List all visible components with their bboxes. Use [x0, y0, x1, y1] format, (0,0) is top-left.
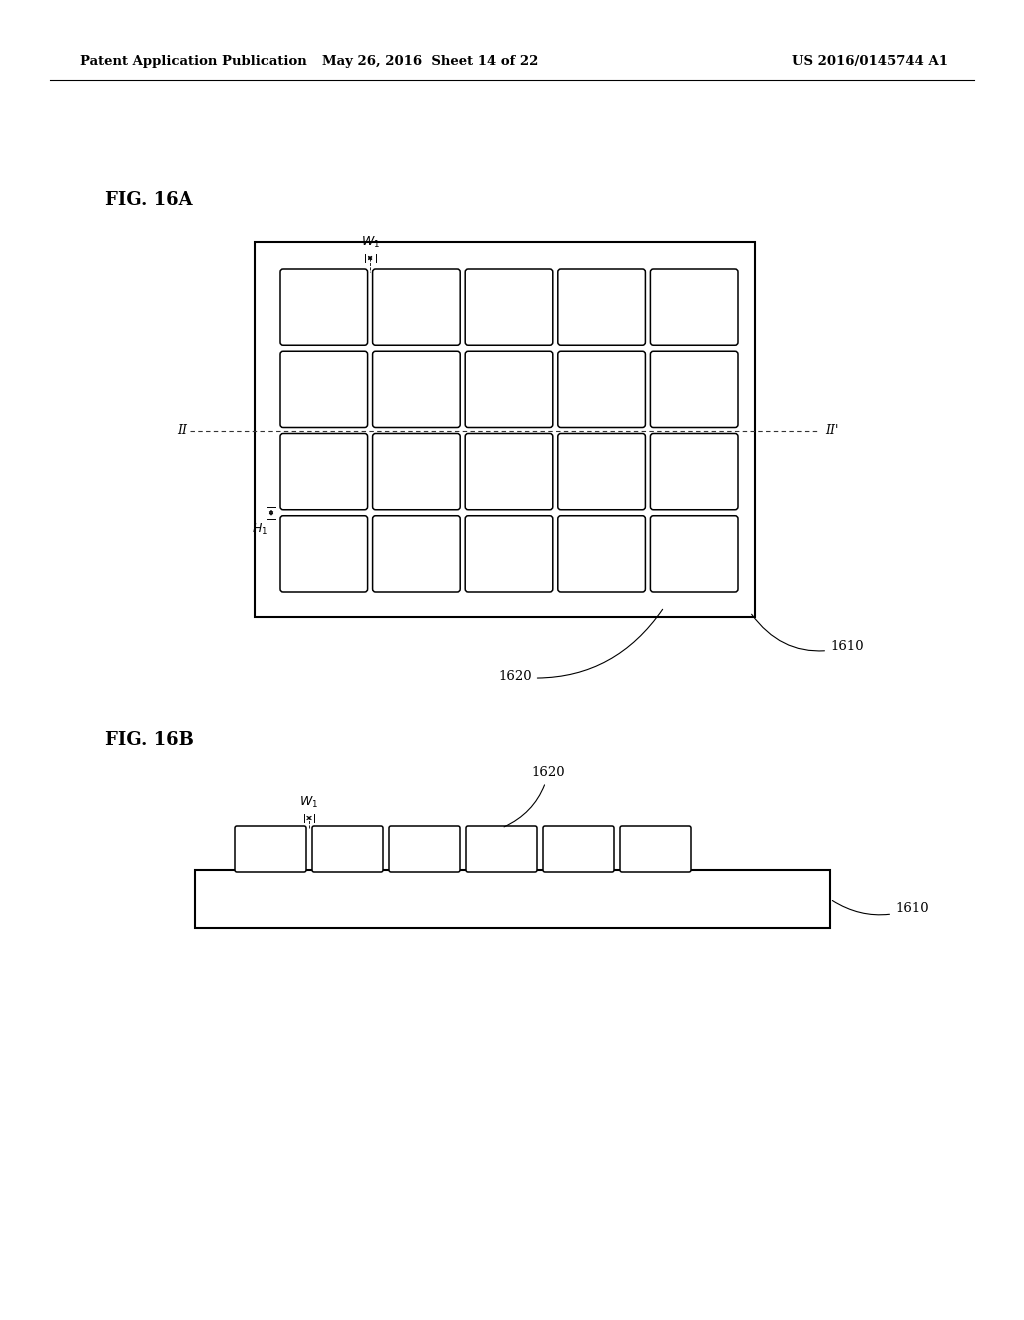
Text: II: II	[177, 424, 187, 437]
FancyBboxPatch shape	[558, 269, 645, 346]
FancyBboxPatch shape	[558, 516, 645, 591]
FancyBboxPatch shape	[620, 826, 691, 873]
Bar	[195, 870, 830, 928]
FancyBboxPatch shape	[280, 433, 368, 510]
FancyBboxPatch shape	[373, 433, 460, 510]
FancyBboxPatch shape	[543, 826, 614, 873]
FancyBboxPatch shape	[466, 826, 537, 873]
FancyBboxPatch shape	[280, 516, 368, 591]
FancyBboxPatch shape	[389, 826, 460, 873]
FancyBboxPatch shape	[465, 351, 553, 428]
FancyBboxPatch shape	[558, 433, 645, 510]
Text: Patent Application Publication: Patent Application Publication	[80, 55, 307, 69]
FancyBboxPatch shape	[558, 351, 645, 428]
FancyBboxPatch shape	[280, 269, 368, 346]
Text: US 2016/0145744 A1: US 2016/0145744 A1	[792, 55, 948, 69]
FancyBboxPatch shape	[650, 516, 738, 591]
Text: FIG. 16A: FIG. 16A	[105, 191, 193, 209]
FancyBboxPatch shape	[373, 351, 460, 428]
Text: May 26, 2016  Sheet 14 of 22: May 26, 2016 Sheet 14 of 22	[322, 55, 539, 69]
Bar	[255, 242, 755, 616]
Text: FIG. 16B: FIG. 16B	[105, 731, 194, 748]
FancyBboxPatch shape	[280, 351, 368, 428]
Text: 1620: 1620	[504, 767, 565, 826]
Text: 1620: 1620	[499, 610, 663, 684]
Text: $W_1$: $W_1$	[299, 795, 318, 810]
FancyBboxPatch shape	[650, 351, 738, 428]
FancyBboxPatch shape	[312, 826, 383, 873]
Text: II': II'	[825, 424, 839, 437]
Text: 1610: 1610	[752, 614, 863, 653]
FancyBboxPatch shape	[373, 516, 460, 591]
Text: $H_1$: $H_1$	[252, 521, 268, 537]
FancyBboxPatch shape	[650, 433, 738, 510]
FancyBboxPatch shape	[650, 269, 738, 346]
FancyBboxPatch shape	[465, 516, 553, 591]
FancyBboxPatch shape	[234, 826, 306, 873]
Text: $W_1$: $W_1$	[360, 235, 380, 249]
FancyBboxPatch shape	[465, 269, 553, 346]
FancyBboxPatch shape	[465, 433, 553, 510]
Text: 1610: 1610	[833, 900, 929, 916]
FancyBboxPatch shape	[373, 269, 460, 346]
